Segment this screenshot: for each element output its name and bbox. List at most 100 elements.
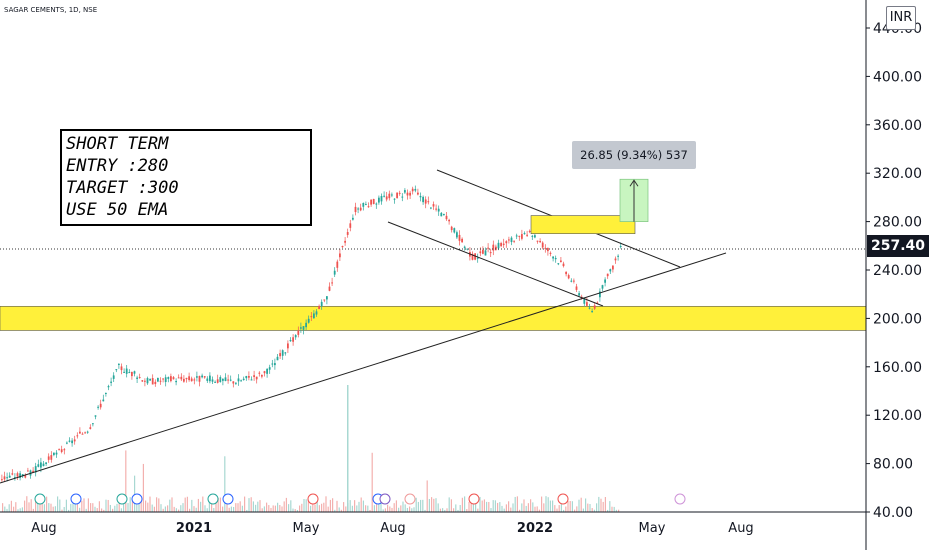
candle (588, 307, 591, 309)
y-tick-label: 360.00 (873, 118, 922, 134)
volume-bar (428, 498, 430, 512)
currency-button[interactable]: INR (886, 6, 916, 30)
event-marker-icon (307, 493, 319, 505)
volume-bar (400, 505, 402, 512)
volume-bar (420, 499, 422, 512)
volume-bar (103, 509, 105, 512)
volume-bar (48, 503, 50, 512)
candle (24, 475, 27, 478)
candle (224, 377, 227, 382)
candle (505, 241, 508, 244)
volume-bar (334, 509, 336, 512)
symbol-title: SAGAR CEMENTS, 1D, NSE (4, 6, 98, 14)
volume-bar (257, 501, 259, 512)
volume-bar (226, 502, 228, 512)
volume-bar (475, 499, 477, 512)
candle (547, 247, 549, 252)
volume-bar (279, 504, 281, 512)
candle (352, 217, 354, 220)
volume-bar (65, 499, 67, 512)
volume-bar (283, 501, 285, 512)
volume-bar (615, 509, 617, 512)
volume-bar (404, 504, 406, 512)
candle (583, 298, 586, 304)
candle (536, 240, 539, 242)
volume-bar (248, 498, 250, 512)
volume-bar (252, 501, 254, 512)
candle (79, 431, 81, 434)
candle (513, 240, 515, 242)
candle (305, 322, 307, 328)
candle (557, 263, 560, 265)
volume-bar (197, 498, 199, 512)
candle (237, 378, 240, 382)
candle (279, 353, 281, 357)
candle (380, 196, 383, 202)
candle (479, 251, 482, 254)
candle (268, 367, 271, 370)
channel-line (387, 221, 604, 307)
volume-bar (6, 508, 8, 512)
candle (55, 452, 58, 455)
volume-bar (576, 506, 578, 512)
volume-bar (85, 508, 87, 512)
candle (255, 376, 258, 380)
volume-bar (153, 506, 155, 512)
volume-bar (35, 497, 37, 512)
volume-bar (246, 509, 248, 512)
volume-bar (450, 499, 452, 512)
volume-bar (560, 502, 562, 512)
measure-arrow-head (629, 179, 639, 187)
candle (209, 375, 211, 382)
candle (164, 377, 167, 383)
candle (245, 375, 248, 379)
candle (344, 240, 346, 243)
volume-bar (389, 506, 391, 512)
volume-bar (92, 503, 94, 512)
candle (596, 302, 599, 304)
volume-bar (90, 503, 92, 512)
candle (445, 215, 448, 220)
candle (531, 235, 534, 237)
volume-bar (129, 497, 131, 512)
candle (375, 203, 378, 205)
candle (617, 255, 619, 257)
volume-bar (376, 498, 378, 512)
volume-bar (266, 502, 268, 512)
volume-bar (184, 497, 186, 512)
volume-bar (371, 452, 373, 512)
volume-bar (453, 508, 455, 512)
volume-bar (437, 503, 439, 512)
candle (450, 226, 453, 231)
volume-bar (391, 507, 393, 512)
candle (102, 399, 105, 402)
volume-bar (413, 507, 415, 512)
candle (34, 466, 37, 473)
candle (541, 242, 544, 248)
candle (120, 366, 123, 371)
volume-bar (406, 507, 408, 512)
volume-bar (479, 496, 481, 512)
candle (567, 275, 570, 279)
volume-bar (525, 505, 527, 512)
candle (619, 246, 622, 248)
volume-bar (191, 499, 193, 512)
volume-bar (28, 502, 30, 512)
candle (443, 213, 445, 215)
volume-bar (178, 509, 180, 512)
candle (128, 372, 131, 374)
volume-bar (483, 499, 485, 512)
candle (365, 204, 367, 206)
candle (326, 296, 328, 300)
volume-bar (534, 506, 536, 512)
candle (42, 463, 45, 467)
volume-bar (490, 508, 492, 512)
candle (133, 371, 136, 374)
candle (437, 208, 440, 212)
candle (274, 363, 276, 366)
volume-bar (492, 500, 494, 512)
volume-bar (607, 509, 609, 512)
volume-bar (228, 507, 230, 512)
volume-bar (402, 501, 404, 512)
